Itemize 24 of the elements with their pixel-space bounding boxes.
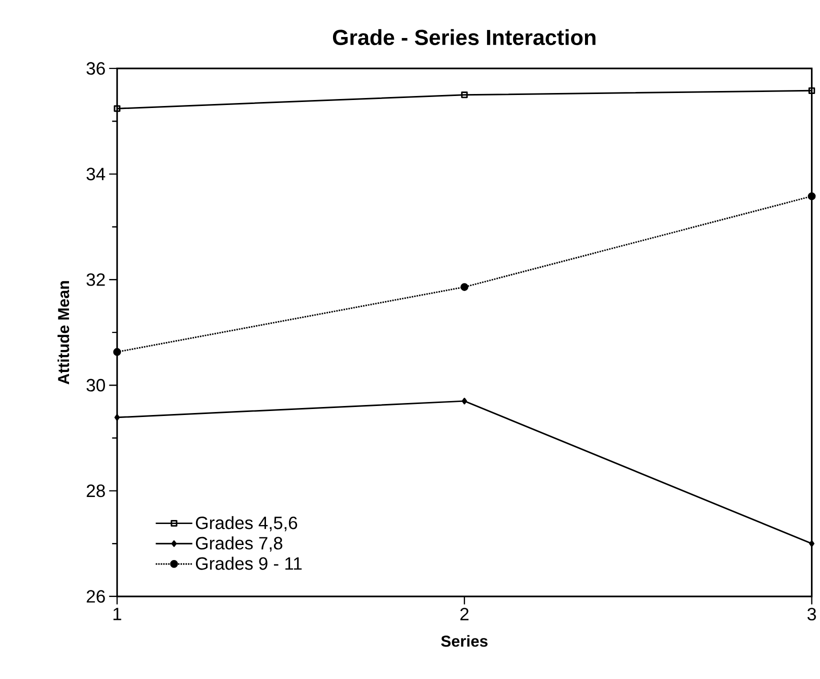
y-axis-title: Attitude Mean	[58, 281, 70, 384]
point	[113, 348, 122, 356]
point	[114, 414, 120, 421]
chart-title: Grade - Series Interaction	[332, 29, 596, 46]
y-tick-label: 34	[86, 168, 106, 180]
point	[808, 192, 816, 200]
y-tick-label: 30	[86, 379, 105, 392]
point	[809, 540, 814, 548]
y-tick-label: 26	[86, 590, 105, 603]
point	[462, 398, 468, 404]
point	[460, 283, 468, 292]
x-tick-label: 3	[807, 608, 816, 621]
legend-label: Grades 9 - 11	[196, 556, 302, 570]
y-tick-label: 28	[86, 484, 105, 498]
x-tick-label: 1	[114, 608, 122, 620]
legend-label: Grades 7,8	[196, 536, 282, 552]
x-tick-label: 2	[460, 608, 468, 620]
point	[114, 105, 120, 112]
x-axis-title: Series	[441, 635, 488, 647]
point	[461, 92, 468, 98]
y-tick-label: 32	[86, 273, 105, 286]
y-tick-label: 36	[86, 62, 105, 75]
point	[808, 87, 816, 94]
legend-label: Grades 4,5,6	[196, 516, 298, 532]
